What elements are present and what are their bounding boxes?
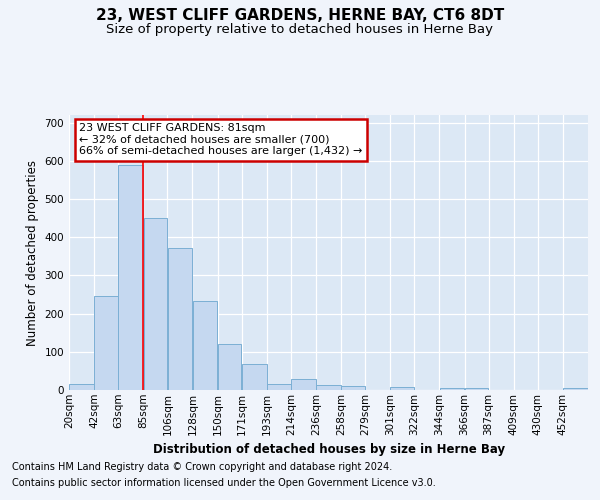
Bar [291, 379, 316, 390]
Text: Contains HM Land Registry data © Crown copyright and database right 2024.: Contains HM Land Registry data © Crown c… [12, 462, 392, 472]
Bar [465, 388, 488, 390]
Y-axis label: Number of detached properties: Number of detached properties [26, 160, 39, 346]
Bar [94, 296, 118, 390]
Bar [167, 248, 192, 390]
Bar [563, 388, 588, 390]
Bar [391, 386, 414, 390]
Text: Contains public sector information licensed under the Open Government Licence v3: Contains public sector information licen… [12, 478, 436, 488]
Bar [218, 344, 241, 390]
Text: 23 WEST CLIFF GARDENS: 81sqm
← 32% of detached houses are smaller (700)
66% of s: 23 WEST CLIFF GARDENS: 81sqm ← 32% of de… [79, 123, 363, 156]
Bar [69, 384, 94, 390]
Bar [316, 385, 341, 390]
Text: Size of property relative to detached houses in Herne Bay: Size of property relative to detached ho… [107, 22, 493, 36]
Text: 23, WEST CLIFF GARDENS, HERNE BAY, CT6 8DT: 23, WEST CLIFF GARDENS, HERNE BAY, CT6 8… [96, 8, 504, 22]
Text: Distribution of detached houses by size in Herne Bay: Distribution of detached houses by size … [153, 442, 505, 456]
Bar [143, 218, 167, 390]
Bar [267, 384, 290, 390]
Bar [341, 386, 365, 390]
Bar [118, 164, 143, 390]
Bar [440, 388, 464, 390]
Bar [193, 302, 217, 390]
Bar [242, 364, 266, 390]
